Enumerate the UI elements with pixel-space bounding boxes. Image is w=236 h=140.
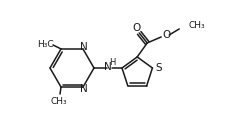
Text: CH₃: CH₃ — [51, 97, 67, 106]
Text: N: N — [80, 84, 88, 94]
Text: N: N — [104, 62, 112, 72]
Text: H: H — [109, 58, 115, 66]
Text: N: N — [80, 42, 88, 52]
Text: O: O — [132, 23, 140, 33]
Text: O: O — [162, 30, 170, 40]
Text: S: S — [155, 63, 162, 73]
Text: CH₃: CH₃ — [188, 21, 205, 30]
Text: H₃C: H₃C — [37, 40, 53, 49]
